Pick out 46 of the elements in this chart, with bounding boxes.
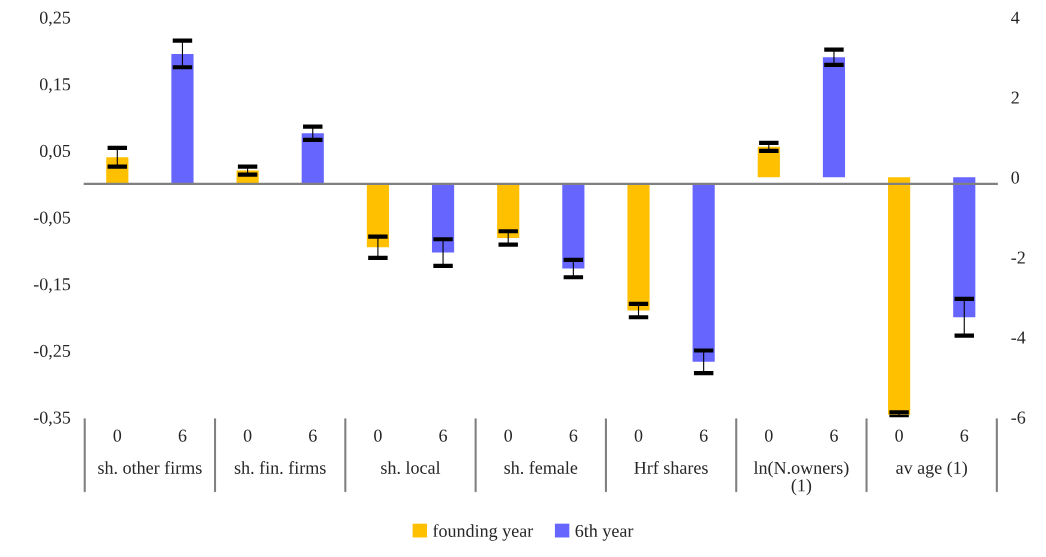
text: sh. other firms xyxy=(98,461,202,474)
bar xyxy=(953,177,976,318)
bar xyxy=(627,183,650,311)
bar xyxy=(171,53,194,184)
bar xyxy=(822,57,846,178)
y2-tick-label: 0 xyxy=(1011,171,1020,184)
text: av age (1) xyxy=(896,461,967,478)
y-tick-label: -0,05 xyxy=(33,211,71,227)
y-tick-label: 0,25 xyxy=(39,11,71,27)
x-tick-label: 0 xyxy=(243,429,252,442)
x-tick-label: 0 xyxy=(374,429,382,442)
x-tick-label: 6 xyxy=(830,429,838,442)
x-tick-label: 0 xyxy=(764,429,773,442)
y-tick-label: -0,35 xyxy=(33,411,71,427)
y2-tick-label: -6 xyxy=(1011,411,1026,424)
x-tick-label: 0 xyxy=(634,429,643,442)
y-tick-label: -0,25 xyxy=(33,344,71,360)
text: sh. fin. firms xyxy=(234,461,326,474)
x-tick-label: 6 xyxy=(569,429,578,442)
bar xyxy=(692,183,715,362)
text: sh. local xyxy=(381,461,441,474)
legend-label: 6th year xyxy=(575,524,634,541)
bar xyxy=(301,133,324,184)
bar xyxy=(497,183,520,238)
y-tick-label: 0,15 xyxy=(39,78,71,93)
y2-tick-label: -4 xyxy=(1011,331,1026,344)
y2-tick-label: -2 xyxy=(1011,251,1025,264)
bar xyxy=(562,183,585,269)
bar xyxy=(366,183,389,248)
x-tick-label: 6 xyxy=(699,429,708,442)
x-tick-label: 6 xyxy=(960,429,969,442)
x-tick-label: 6 xyxy=(178,429,187,442)
legend-label: founding year xyxy=(433,524,534,541)
x-tick-label: 0 xyxy=(504,429,513,442)
x-tick-label: 0 xyxy=(895,429,903,442)
x-tick-label: 6 xyxy=(309,429,317,442)
y2-tick-label: 2 xyxy=(1011,91,1019,104)
x-tick-label: 6 xyxy=(439,429,448,442)
y-tick-label: 0,05 xyxy=(39,144,71,160)
text: ln(N.owners) (1) xyxy=(753,461,849,496)
text: Hrf shares xyxy=(634,461,708,474)
x-tick-label: 0 xyxy=(113,429,122,442)
y-tick-label: -0,15 xyxy=(33,278,71,293)
text: sh. female xyxy=(504,461,578,474)
bar xyxy=(431,183,455,253)
y2-tick-label: 4 xyxy=(1011,11,1020,24)
